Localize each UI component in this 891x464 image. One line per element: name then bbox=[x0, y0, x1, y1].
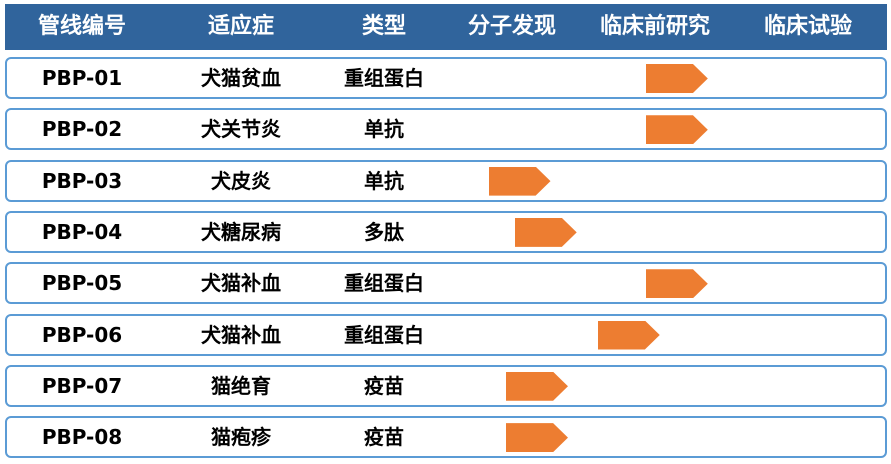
indication: 犬关节炎 bbox=[201, 117, 281, 142]
progress-arrow bbox=[488, 166, 551, 196]
progress-arrow bbox=[645, 64, 708, 93]
pipeline-id: PBP-03 bbox=[41, 168, 123, 193]
pipeline-id: PBP-06 bbox=[41, 322, 123, 347]
indication: 犬猫补血 bbox=[201, 322, 281, 347]
table-row: PBP-08 猫疱疹 疫苗 bbox=[5, 416, 887, 459]
indication: 猫疱疹 bbox=[211, 425, 271, 450]
pipeline-id: PBP-07 bbox=[41, 373, 123, 398]
indication: 犬糖尿病 bbox=[201, 219, 281, 244]
progress-arrow bbox=[505, 423, 568, 453]
header-cell: 适应症 bbox=[207, 14, 275, 39]
table-row: PBP-07 猫绝育 疫苗 bbox=[5, 364, 887, 407]
progress-arrow bbox=[514, 217, 577, 247]
table-row: PBP-04 犬糖尿病 多肽 bbox=[5, 210, 887, 253]
drug-type: 疫苗 bbox=[364, 425, 404, 450]
progress-arrow bbox=[505, 371, 568, 401]
table-header: 管线编号 适应症 类型 分子发现 临床前研究 临床试验 bbox=[5, 4, 887, 50]
drug-type: 多肽 bbox=[364, 219, 404, 244]
drug-type: 重组蛋白 bbox=[344, 322, 424, 347]
progress-arrow bbox=[597, 320, 660, 350]
indication: 犬猫补血 bbox=[201, 271, 281, 296]
table-row: PBP-06 犬猫补血 重组蛋白 bbox=[5, 313, 887, 356]
header-cell: 管线编号 bbox=[37, 14, 127, 39]
indication: 猫绝育 bbox=[211, 373, 271, 398]
pipeline-id: PBP-08 bbox=[41, 425, 123, 450]
indication: 犬皮炎 bbox=[211, 168, 271, 193]
table-row: PBP-02 犬关节炎 单抗 bbox=[5, 108, 887, 151]
table-row: PBP-03 犬皮炎 单抗 bbox=[5, 159, 887, 202]
header-cell: 分子发现 bbox=[467, 14, 557, 39]
drug-type: 重组蛋白 bbox=[344, 271, 424, 296]
pipeline-id: PBP-02 bbox=[41, 117, 123, 142]
table-row: PBP-01 犬猫贫血 重组蛋白 bbox=[5, 57, 887, 99]
drug-type: 重组蛋白 bbox=[344, 66, 424, 90]
header-cell: 临床试验 bbox=[763, 14, 853, 39]
indication: 犬猫贫血 bbox=[201, 66, 281, 90]
pipeline-id: PBP-04 bbox=[41, 219, 123, 244]
drug-type: 单抗 bbox=[364, 117, 404, 142]
pipeline-id: PBP-05 bbox=[41, 271, 123, 296]
progress-arrow bbox=[645, 269, 708, 299]
header-cell: 临床前研究 bbox=[599, 14, 711, 39]
progress-arrow bbox=[645, 115, 708, 145]
header-cell: 类型 bbox=[361, 14, 407, 39]
table-row: PBP-05 犬猫补血 重组蛋白 bbox=[5, 262, 887, 305]
pipeline-id: PBP-01 bbox=[41, 66, 123, 90]
drug-type: 单抗 bbox=[364, 168, 404, 193]
drug-type: 疫苗 bbox=[364, 373, 404, 398]
